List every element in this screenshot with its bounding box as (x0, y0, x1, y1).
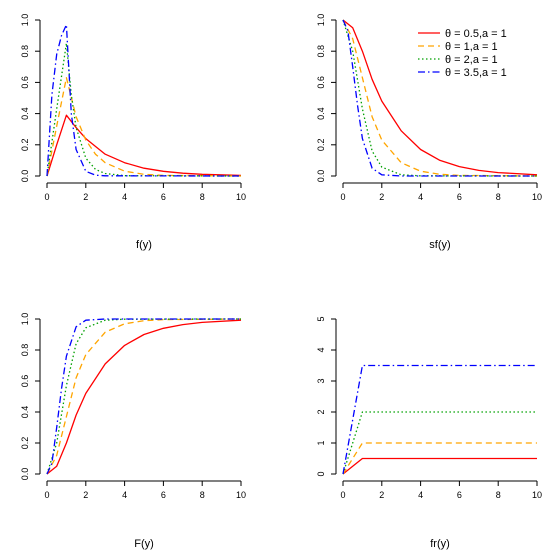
series-line-2 (342, 442, 537, 475)
x-tick-label: 0 (340, 192, 345, 202)
series-line-1 (46, 319, 242, 475)
y-tick-label: 0.2 (316, 139, 326, 152)
x-tick-label: 8 (496, 490, 501, 500)
x-tick-label: 6 (161, 490, 166, 500)
y-tick-label: 0.0 (316, 170, 326, 183)
x-tick-label: 10 (236, 490, 246, 500)
legend-label: θ = 1,a = 1 (445, 41, 498, 53)
x-tick-label: 4 (122, 192, 127, 202)
x-tick-label: 4 (418, 192, 423, 202)
x-axis-title: sf(y) (429, 239, 450, 251)
series-line-4 (46, 24, 242, 177)
chart-density: 0 2 4 6 8 10 0.0 0.2 0.4 0.6 0.8 1.0 f(y) (20, 14, 246, 251)
y-tick-label: 0.6 (20, 375, 30, 388)
y-tick-label: 1.0 (20, 14, 30, 27)
y-tick-label: 1 (316, 440, 326, 445)
x-tick-label: 0 (44, 192, 49, 202)
y-tick-label: 0.8 (316, 45, 326, 58)
series-line-1 (342, 457, 537, 475)
series-line-3 (46, 42, 242, 177)
x-tick-label: 6 (457, 192, 462, 202)
y-tick-label: 0.4 (20, 107, 30, 120)
x-axis-title: fr(y) (430, 538, 450, 550)
y-tick-label: 0.0 (20, 170, 30, 183)
legend-label: θ = 0.5,a = 1 (445, 28, 507, 40)
x-tick-label: 0 (44, 490, 49, 500)
series-line-2 (46, 318, 242, 475)
x-tick-label: 8 (496, 192, 501, 202)
x-axis-title: f(y) (136, 239, 152, 251)
y-tick-label: 1.0 (316, 14, 326, 27)
x-tick-label: 4 (122, 490, 127, 500)
x-tick-label: 10 (236, 192, 246, 202)
x-axis-title: F(y) (134, 538, 154, 550)
y-tick-label: 2 (316, 409, 326, 414)
x-tick-label: 0 (340, 490, 345, 500)
series-line-3 (342, 19, 538, 177)
x-tick-label: 2 (83, 192, 88, 202)
y-tick-label: 0.2 (20, 437, 30, 450)
series-line-3 (342, 411, 537, 475)
series-line-4 (342, 19, 537, 177)
y-tick-label: 0.0 (20, 468, 30, 481)
y-tick-label: 1.0 (20, 313, 30, 326)
series-line-1 (46, 114, 242, 177)
x-tick-label: 2 (379, 192, 384, 202)
y-tick-label: 0.6 (20, 76, 30, 89)
x-tick-label: 4 (418, 490, 423, 500)
series-line-3 (46, 318, 242, 475)
chart-cdf: 0 2 4 6 8 10 0.0 0.2 0.4 0.6 0.8 1.0 F(y) (20, 313, 246, 550)
y-tick-label: 0.4 (20, 406, 30, 419)
y-tick-label: 0.2 (20, 139, 30, 152)
series-line-4 (46, 318, 241, 475)
legend-label: θ = 2,a = 1 (445, 54, 498, 66)
series-line-2 (342, 19, 538, 177)
series-line-2 (46, 77, 242, 177)
x-tick-label: 8 (200, 490, 205, 500)
y-tick-label: 0.4 (316, 107, 326, 120)
y-tick-label: 0 (316, 471, 326, 476)
x-tick-label: 2 (379, 490, 384, 500)
x-tick-label: 8 (200, 192, 205, 202)
y-tick-label: 4 (316, 347, 326, 352)
series-line-1 (342, 19, 538, 176)
x-tick-label: 6 (457, 490, 462, 500)
y-tick-label: 0.8 (20, 45, 30, 58)
y-tick-label: 0.6 (316, 76, 326, 89)
legend-label: θ = 3.5,a = 1 (445, 67, 507, 79)
x-tick-label: 10 (532, 192, 542, 202)
legend: θ = 0.5,a = 1θ = 1,a = 1θ = 2,a = 1θ = 3… (418, 28, 507, 79)
chart-survival: 0 2 4 6 8 10 0.0 0.2 0.4 0.6 0.8 1.0 sf(y) θ = 0.5,a … (316, 14, 542, 251)
series-line-4 (342, 364, 537, 475)
chart-failure-rate: 0 2 4 6 8 10 0 1 2 3 4 5 fr(y) (316, 316, 542, 550)
y-tick-label: 3 (316, 378, 326, 383)
x-tick-label: 6 (161, 192, 166, 202)
y-tick-label: 0.8 (20, 344, 30, 357)
x-tick-label: 10 (532, 490, 542, 500)
y-tick-label: 5 (316, 316, 326, 321)
x-tick-label: 2 (83, 490, 88, 500)
